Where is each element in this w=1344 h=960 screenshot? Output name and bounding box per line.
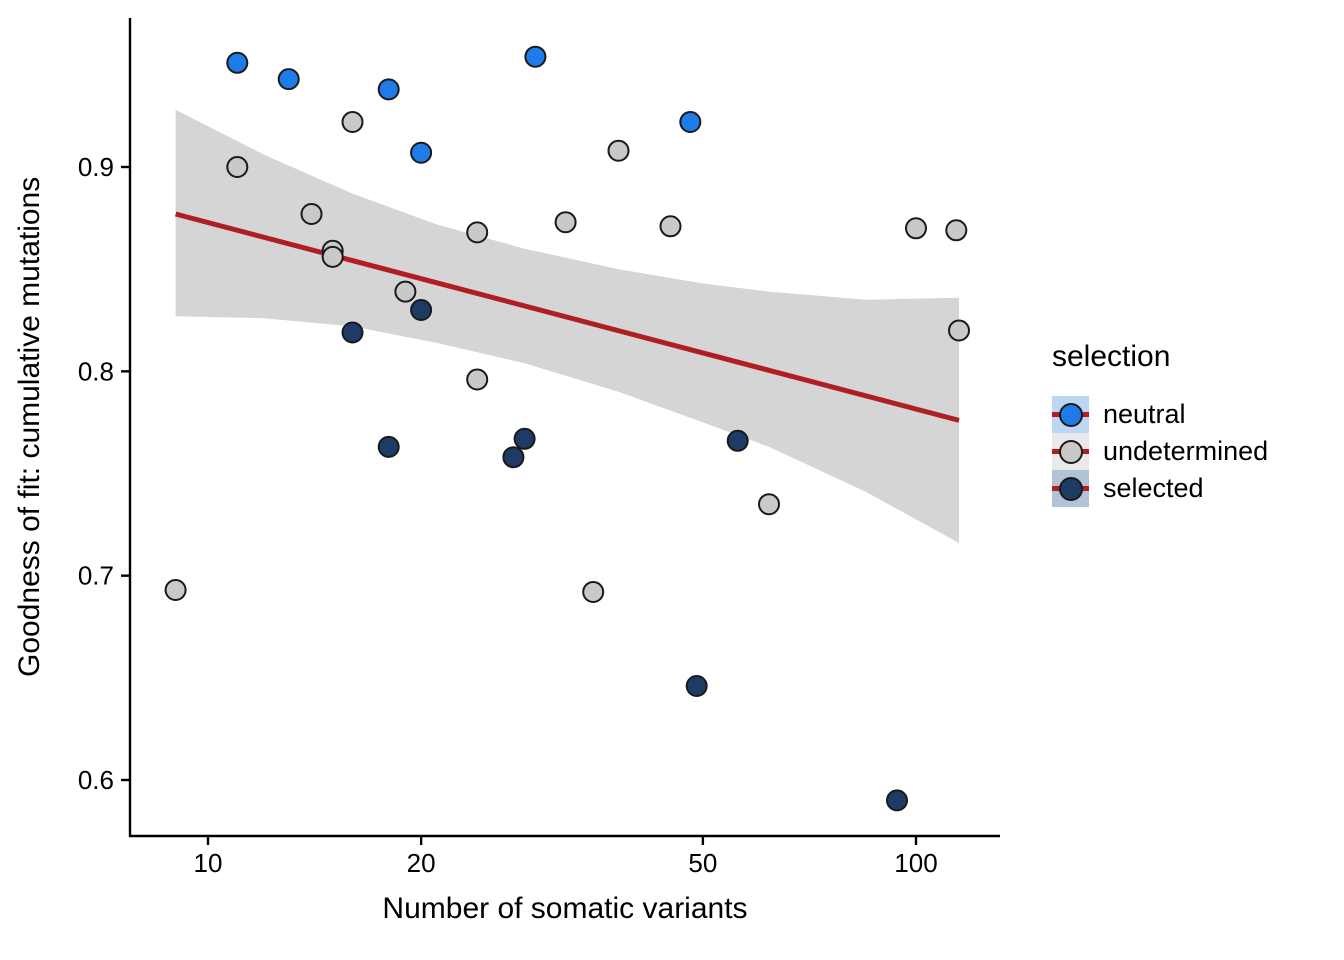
point-neutral-5 — [524, 45, 547, 68]
point-undetermined-10 — [554, 211, 577, 234]
point-selected-5 — [513, 427, 536, 450]
x-tick-label-100: 100 — [894, 848, 937, 878]
point-undetermined-14 — [758, 493, 780, 516]
point-selected-2 — [377, 435, 400, 458]
legend-label-selected: selected — [1103, 473, 1204, 503]
point-undetermined-12 — [607, 139, 630, 162]
legend-item-selected: selected — [1052, 470, 1268, 507]
legend-key-selected — [1052, 470, 1089, 507]
point-neutral-6 — [679, 111, 702, 133]
point-selected-3 — [410, 299, 433, 321]
y-tick-label-0.7: 0.7 — [78, 561, 114, 591]
legend: selection neutral undetermined selected — [1052, 340, 1268, 507]
regression-line — [174, 211, 960, 423]
legend-item-undetermined: undetermined — [1052, 433, 1268, 470]
point-undetermined-9 — [466, 368, 489, 391]
point-undetermined-17 — [948, 319, 970, 342]
point-undetermined-8 — [466, 221, 489, 244]
legend-key-neutral — [1052, 396, 1089, 433]
confidence-band — [175, 109, 960, 544]
point-undetermined-16 — [945, 219, 968, 242]
legend-label-undetermined: undetermined — [1103, 436, 1269, 466]
point-selected-8 — [886, 789, 908, 812]
point-undetermined-6 — [341, 111, 364, 133]
legend-key-point-icon — [1058, 402, 1083, 427]
x-tick-label-50: 50 — [688, 848, 717, 878]
x-tick-label-20: 20 — [407, 848, 436, 878]
legend-title: selection — [1052, 340, 1171, 373]
point-selected-7 — [726, 429, 749, 452]
y-tick-label-0.6: 0.6 — [78, 765, 114, 795]
y-tick-label-0.9: 0.9 — [78, 152, 114, 182]
point-undetermined-2 — [226, 156, 249, 178]
point-neutral-1 — [226, 51, 249, 74]
point-neutral-3 — [377, 78, 400, 101]
x-tick-label-10: 10 — [194, 848, 223, 878]
legend-key-point-icon — [1058, 476, 1083, 501]
point-undetermined-3 — [300, 203, 323, 225]
legend-item-neutral: neutral — [1052, 396, 1268, 433]
legend-items: neutral undetermined selected — [1052, 396, 1268, 507]
point-undetermined-11 — [582, 581, 605, 603]
point-neutral-2 — [277, 68, 300, 91]
point-selected-6 — [685, 675, 708, 697]
y-axis-title: Goodness of fit: cumulative mutations — [13, 176, 46, 678]
legend-label-neutral: neutral — [1103, 399, 1186, 429]
x-axis-title: Number of somatic variants — [382, 892, 748, 925]
legend-key-point-icon — [1058, 439, 1083, 464]
point-undetermined-7 — [394, 280, 417, 303]
point-undetermined-1 — [164, 579, 187, 601]
point-neutral-4 — [410, 141, 433, 164]
point-undetermined-15 — [905, 217, 927, 240]
point-selected-1 — [341, 321, 364, 344]
point-selected-4 — [502, 446, 525, 469]
legend-key-undetermined — [1052, 433, 1089, 470]
point-undetermined-13 — [659, 215, 682, 238]
y-tick-label-0.8: 0.8 — [78, 356, 114, 386]
point-undetermined-5 — [321, 245, 344, 268]
